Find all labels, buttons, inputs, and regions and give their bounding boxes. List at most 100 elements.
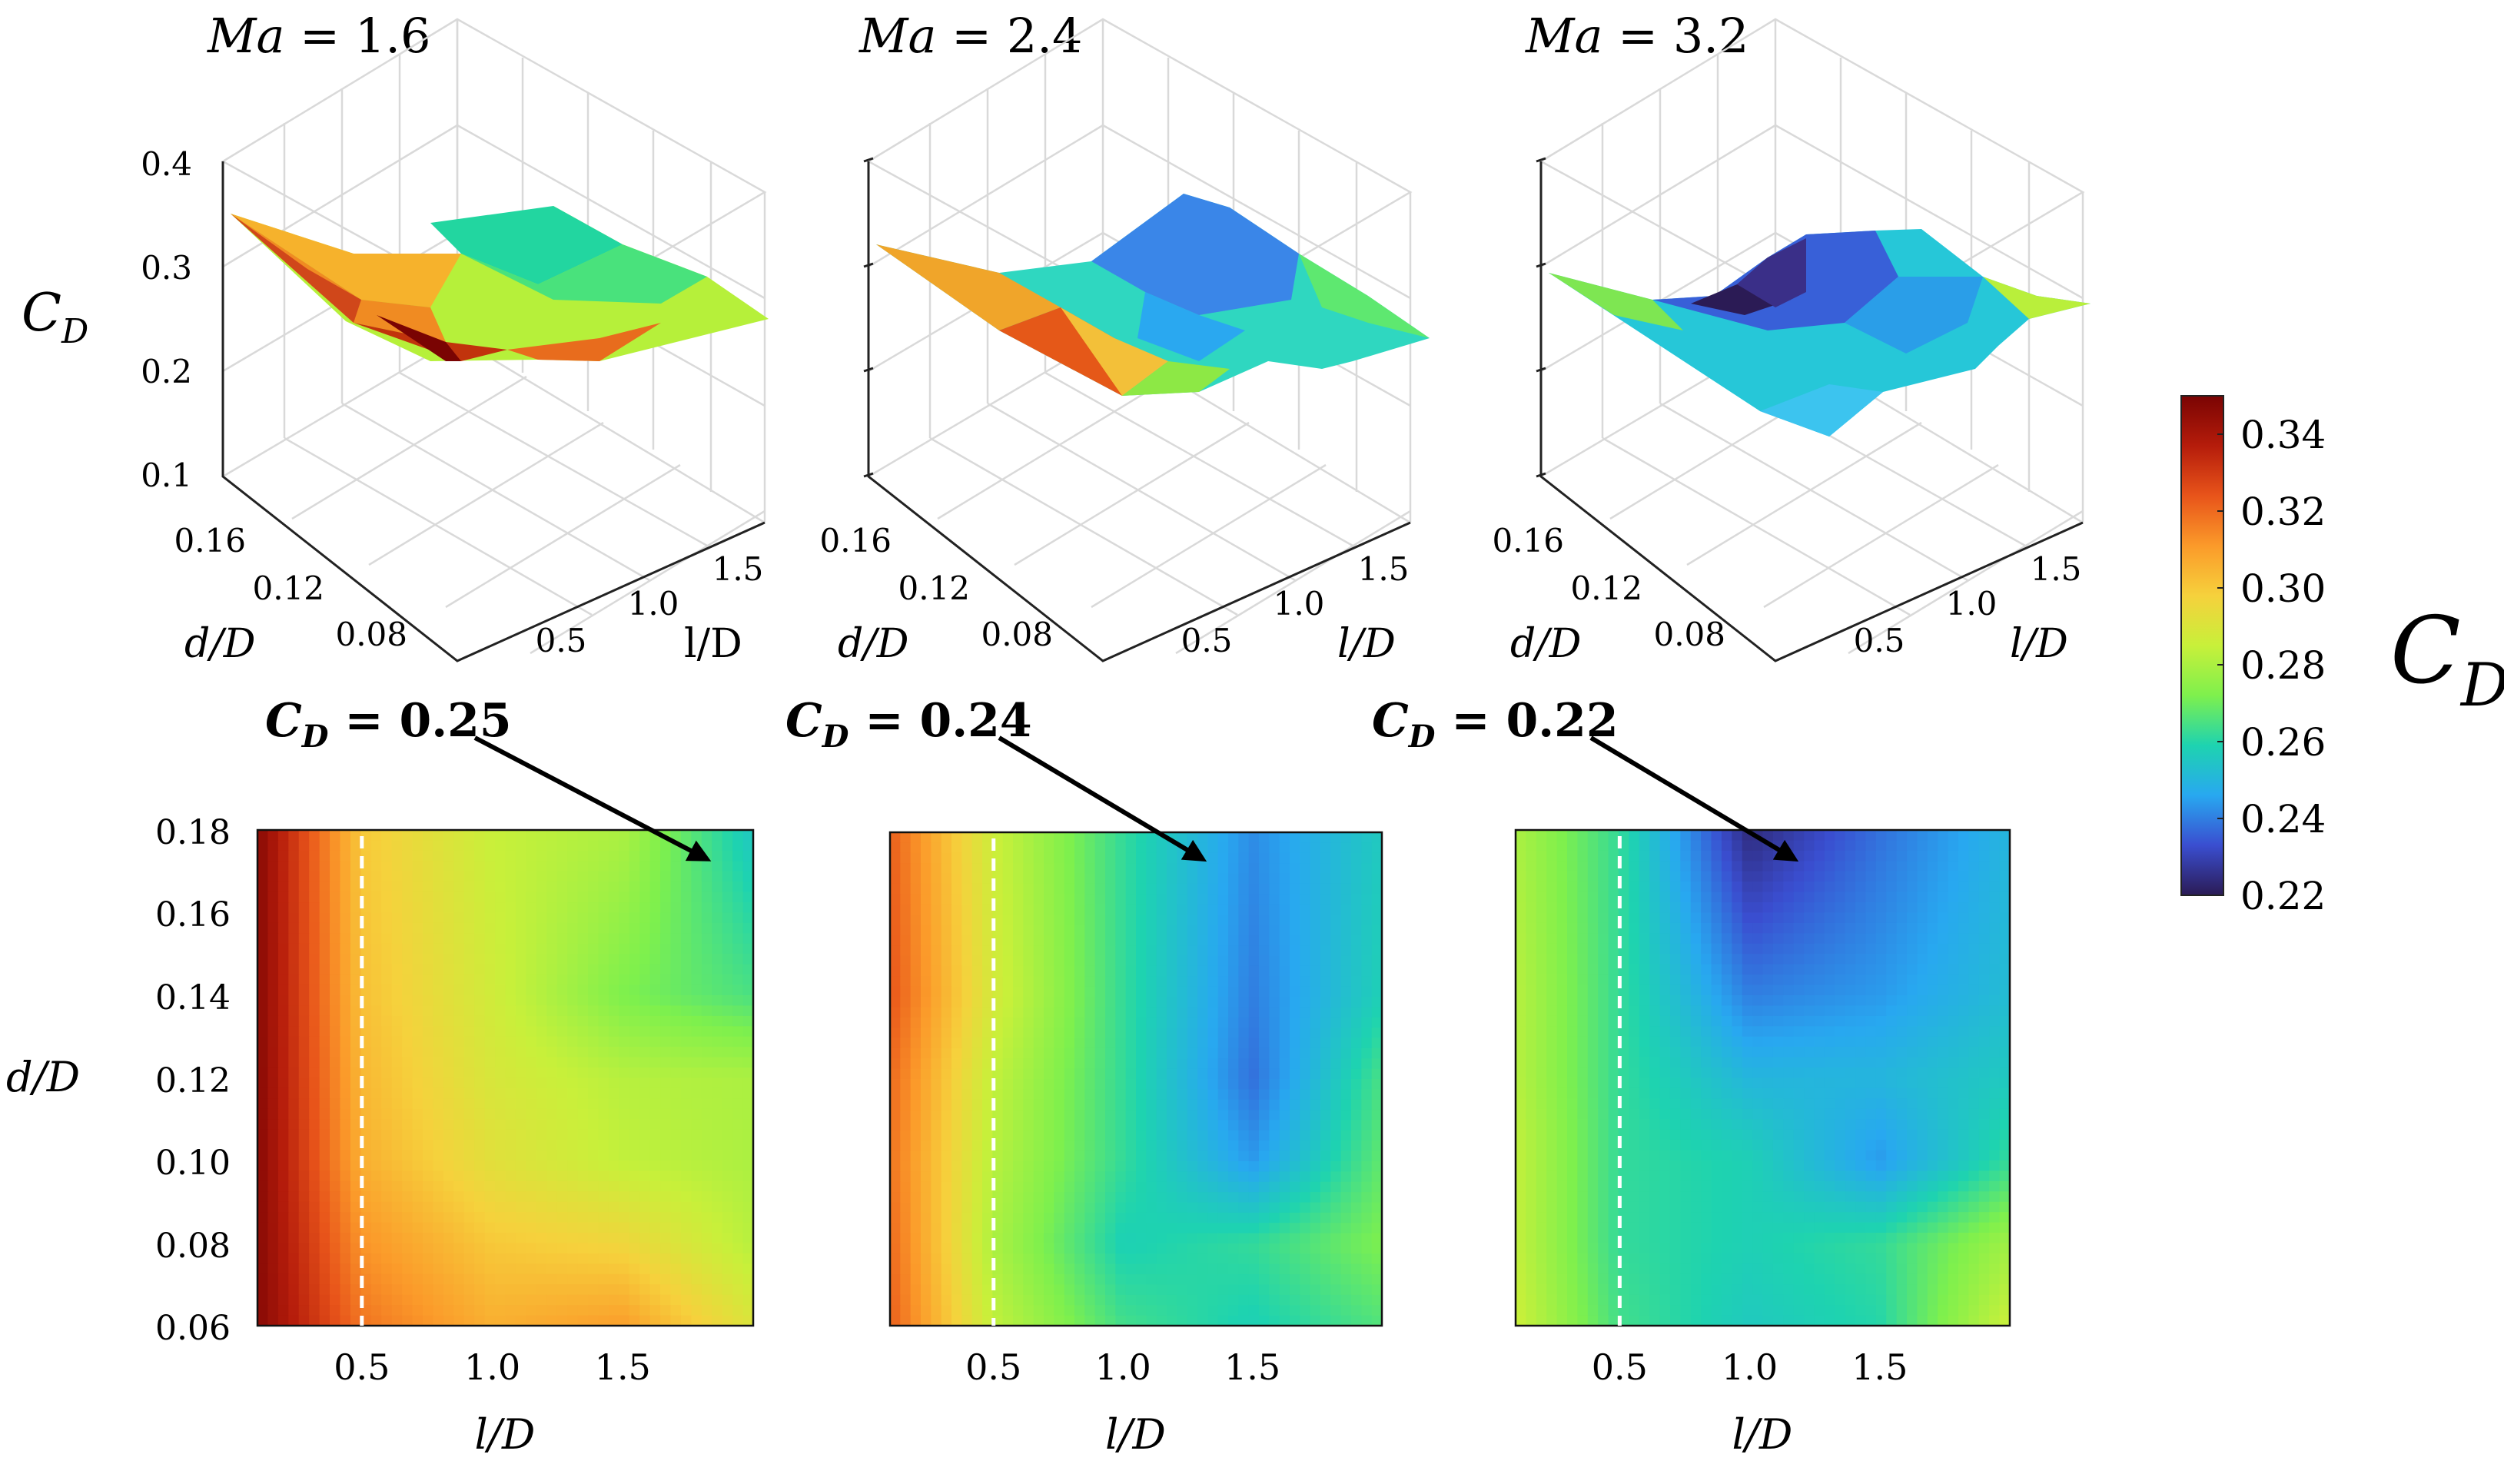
heatmap-cell xyxy=(639,1057,651,1068)
heatmap-cell xyxy=(546,1243,558,1254)
heatmap-cell xyxy=(443,964,455,975)
heatmap-cell xyxy=(1269,1284,1280,1296)
heatmap-cell xyxy=(1238,1058,1250,1070)
heatmap-cell xyxy=(1290,1140,1301,1152)
heatmap-cell xyxy=(474,1026,486,1037)
heatmap-cell xyxy=(484,891,496,903)
heatmap-cell xyxy=(381,943,393,955)
heatmap-cell xyxy=(649,1047,661,1058)
heatmap-cell xyxy=(433,1026,444,1037)
heatmap-cell xyxy=(1023,904,1034,915)
heatmap-cell xyxy=(1279,1233,1290,1244)
heatmap-cell xyxy=(484,1119,496,1130)
heatmap-cell xyxy=(505,922,516,935)
heatmap-cell xyxy=(453,995,465,1007)
heatmap-cell xyxy=(298,1191,310,1203)
heatmap-cell xyxy=(1105,1028,1117,1039)
heatmap-cell xyxy=(900,1263,912,1275)
heatmap-cell xyxy=(484,995,496,1007)
heatmap-cell xyxy=(330,861,341,872)
heatmap-cell xyxy=(360,1026,372,1037)
heatmap-cell xyxy=(639,933,651,945)
heatmap-cell xyxy=(1207,1305,1219,1316)
heatmap-cell xyxy=(1320,925,1332,936)
heatmap-cell xyxy=(712,1253,723,1265)
heatmap-cell xyxy=(670,1067,682,1079)
heatmap-cell xyxy=(1156,1028,1167,1039)
heatmap-cell xyxy=(1074,852,1086,864)
heatmap-cell xyxy=(1105,873,1117,885)
heatmap-cell xyxy=(391,922,403,935)
heatmap-cell xyxy=(288,830,300,842)
heatmap-cell xyxy=(971,1130,983,1142)
heatmap-cell xyxy=(267,1057,279,1068)
heatmap-cell xyxy=(1084,1120,1096,1131)
ytick-label: 0.08 xyxy=(981,616,1053,653)
heatmap-cell xyxy=(495,943,506,955)
zaxis-tick-marks xyxy=(1536,157,1546,478)
heatmap-cell xyxy=(1064,1140,1075,1152)
heatmap-cell xyxy=(1279,1171,1290,1183)
heatmap-cell xyxy=(971,1305,983,1316)
heatmap-cell xyxy=(1361,832,1373,844)
heatmap-cell xyxy=(598,1140,609,1151)
heatmap-cell xyxy=(1167,935,1178,946)
heatmap-cell xyxy=(598,1243,609,1254)
heatmap-cell xyxy=(921,1181,932,1193)
heatmap-cell xyxy=(288,1150,300,1161)
heatmap-cell xyxy=(288,922,300,935)
heatmap-cell xyxy=(1207,883,1219,895)
heatmap-cell xyxy=(1310,863,1321,875)
heatmap-cell xyxy=(931,1223,942,1234)
heatmap-cell xyxy=(257,1077,269,1089)
heatmap-cell xyxy=(1033,894,1044,905)
heatmap-cell xyxy=(1156,1037,1167,1049)
heatmap-cell xyxy=(1238,1037,1250,1049)
heatmap-cell xyxy=(1105,1212,1117,1224)
heatmap-cell xyxy=(567,984,579,996)
heatmap-cell xyxy=(319,1191,330,1203)
heatmap-cell xyxy=(742,850,754,862)
heatmap-cell xyxy=(1156,1089,1167,1101)
heatmap-cell xyxy=(1217,1294,1229,1306)
heatmap-cell xyxy=(433,840,444,852)
heatmap-cell xyxy=(1732,850,1743,862)
heatmap-cell xyxy=(1259,1284,1270,1296)
heatmap-cell xyxy=(1064,1099,1075,1111)
heatmap-cell xyxy=(536,1108,548,1120)
heatmap-cell xyxy=(412,1026,423,1037)
heatmap-cell xyxy=(649,861,661,872)
heatmap-cell xyxy=(649,1077,661,1089)
heatmap-cell xyxy=(1033,1150,1044,1162)
heatmap-cell xyxy=(1228,1150,1240,1162)
heatmap-cell xyxy=(890,1140,902,1152)
heatmap-cell xyxy=(1167,1007,1178,1018)
heatmap-cell xyxy=(298,1315,310,1326)
heatmap-cell xyxy=(1526,840,1537,852)
heatmap-cell xyxy=(495,1077,506,1089)
heatmap-cell xyxy=(742,891,754,903)
heatmap-cell xyxy=(330,1057,341,1068)
heatmap-cell xyxy=(1044,1150,1055,1162)
heatmap-cell xyxy=(412,881,423,893)
heatmap-cell xyxy=(453,974,465,986)
heatmap-cell xyxy=(598,891,609,903)
heatmap-cell xyxy=(1948,830,1959,842)
heatmap-cell xyxy=(1824,840,1836,852)
heatmap-cell xyxy=(608,954,620,965)
heatmap-cell xyxy=(330,984,341,996)
heatmap-cell xyxy=(370,1087,383,1100)
heatmap-cell xyxy=(1177,883,1188,895)
heatmap-cell xyxy=(649,840,661,852)
heatmap-cell xyxy=(1187,1315,1198,1326)
heatmap-cell xyxy=(1310,1017,1321,1028)
heatmap-cell xyxy=(712,1119,723,1130)
heatmap-cell xyxy=(1033,1243,1044,1255)
heatmap-cell xyxy=(722,974,733,986)
heatmap-cell xyxy=(443,1077,455,1089)
heatmap-cell xyxy=(267,954,279,965)
heatmap-cell xyxy=(423,954,434,965)
heatmap-cell xyxy=(1105,997,1117,1008)
heatmap-cell xyxy=(546,1201,558,1213)
heatmap-cell xyxy=(546,1315,558,1326)
